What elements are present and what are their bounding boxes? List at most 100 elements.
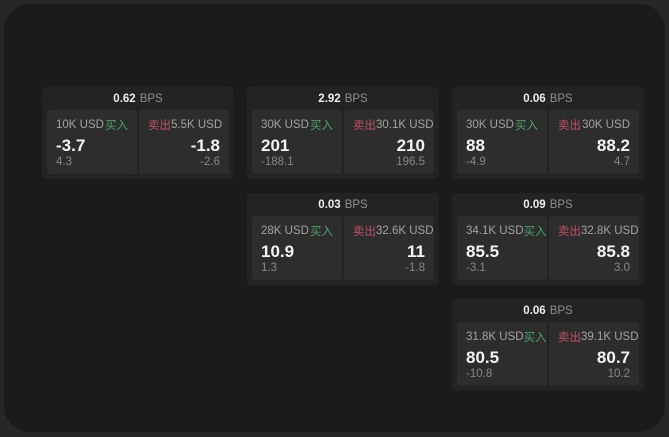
- sell-amount: 39.1K USD: [581, 331, 639, 343]
- sell-tag: 卖出: [148, 120, 171, 132]
- card-header: 0.03 BPS: [247, 193, 439, 216]
- sell-pane-top: 卖出 32.8K USD: [558, 223, 639, 239]
- buy-price: -3.7: [56, 135, 86, 155]
- sell-pane-top: 卖出 32.6K USD: [353, 223, 434, 239]
- sell-pane-top: 卖出 30.1K USD: [353, 117, 434, 133]
- sell-price: 11: [407, 241, 425, 261]
- sell-price: -1.8: [190, 135, 220, 155]
- buy-pane-top: 30K USD 买入: [261, 117, 333, 133]
- card-body: 10K USD 买入 -3.7 4.3 卖出 5.5K USD -1.8 -2.6: [42, 110, 234, 179]
- sell-pane[interactable]: 卖出 39.1K USD 80.7 10.2: [549, 322, 639, 386]
- buy-sub-value: -4.9: [466, 155, 486, 168]
- bps-value: 0.03: [318, 198, 341, 211]
- sell-sub-value: 196.5: [396, 155, 425, 168]
- sell-pane[interactable]: 卖出 30K USD 88.2 4.7: [549, 110, 639, 174]
- card-header: 2.92 BPS: [247, 87, 439, 110]
- buy-amount: 30K USD: [261, 119, 309, 131]
- buy-price: 201: [261, 135, 290, 155]
- sell-pane-top: 卖出 30K USD: [558, 117, 630, 133]
- bps-unit-label: BPS: [344, 92, 368, 105]
- buy-sub-value: 4.3: [56, 155, 72, 168]
- bps-value: 0.06: [523, 304, 546, 317]
- sell-tag: 卖出: [353, 120, 376, 132]
- sell-amount: 32.8K USD: [581, 225, 639, 237]
- buy-pane-top: 31.8K USD 买入: [466, 329, 547, 345]
- buy-amount: 10K USD: [56, 119, 104, 131]
- sell-tag: 卖出: [558, 120, 581, 132]
- buy-pane-top: 34.1K USD 买入: [466, 223, 547, 239]
- app-background: 0.62 BPS 10K USD 买入 -3.7 4.3 卖出 5.5K USD -1.8 -2.…: [4, 4, 665, 432]
- buy-amount: 28K USD: [261, 225, 309, 237]
- bps-value: 0.09: [523, 198, 546, 211]
- sell-sub-value: 4.7: [614, 155, 630, 168]
- card-body: 28K USD 买入 10.9 1.3 卖出 32.6K USD 11 -1.8: [247, 216, 439, 285]
- sell-pane-top: 卖出 39.1K USD: [558, 329, 639, 345]
- sell-amount: 30.1K USD: [376, 119, 434, 131]
- buy-tag: 买入: [523, 226, 547, 238]
- sell-price: 210: [396, 135, 425, 155]
- buy-pane[interactable]: 30K USD 买入 88 -4.9: [457, 110, 547, 174]
- quote-card: 0.03 BPS 28K USD 买入 10.9 1.3 卖出 32.6K USD 11 -1.8: [247, 193, 439, 285]
- bps-value: 0.06: [523, 92, 546, 105]
- card-body: 31.8K USD 买入 80.5 -10.8 卖出 39.1K USD 80.7 10.2: [452, 322, 644, 391]
- buy-sub-value: -3.1: [466, 261, 486, 274]
- buy-tag: 买入: [523, 332, 547, 344]
- buy-pane[interactable]: 10K USD 买入 -3.7 4.3: [47, 110, 137, 174]
- card-body: 34.1K USD 买入 85.5 -3.1 卖出 32.8K USD 85.8 3.0: [452, 216, 644, 285]
- quote-card: 0.62 BPS 10K USD 买入 -3.7 4.3 卖出 5.5K USD -1.8 -2.…: [42, 87, 234, 179]
- buy-pane[interactable]: 34.1K USD 买入 85.5 -3.1: [457, 216, 547, 280]
- sell-price: 80.7: [596, 347, 630, 367]
- buy-pane[interactable]: 30K USD 买入 201 -188.1: [252, 110, 342, 174]
- buy-pane[interactable]: 31.8K USD 买入 80.5 -10.8: [457, 322, 547, 386]
- sell-tag: 卖出: [558, 332, 581, 344]
- bps-unit-label: BPS: [549, 92, 573, 105]
- buy-tag: 买入: [515, 120, 538, 132]
- sell-sub-value: 10.2: [607, 367, 630, 380]
- buy-price: 85.5: [466, 241, 500, 261]
- quote-card: 0.09 BPS 34.1K USD 买入 85.5 -3.1 卖出 32.8K USD 85.…: [452, 193, 644, 285]
- quote-card: 2.92 BPS 30K USD 买入 201 -188.1 卖出 30.1K USD 210 1…: [247, 87, 439, 179]
- bps-value: 0.62: [113, 92, 136, 105]
- sell-pane[interactable]: 卖出 32.8K USD 85.8 3.0: [549, 216, 639, 280]
- buy-sub-value: -188.1: [261, 155, 294, 168]
- quote-card: 0.06 BPS 30K USD 买入 88 -4.9 卖出 30K USD 88.2 4.7: [452, 87, 644, 179]
- buy-sub-value: 1.3: [261, 261, 277, 274]
- sell-sub-value: -1.8: [405, 261, 425, 274]
- sell-pane-top: 卖出 5.5K USD: [148, 117, 223, 133]
- buy-tag: 买入: [310, 120, 333, 132]
- card-header: 0.06 BPS: [452, 87, 644, 110]
- sell-price: 85.8: [596, 241, 630, 261]
- sell-amount: 5.5K USD: [171, 119, 223, 131]
- buy-pane-top: 10K USD 买入: [56, 117, 128, 133]
- buy-amount: 30K USD: [466, 119, 514, 131]
- buy-pane[interactable]: 28K USD 买入 10.9 1.3: [252, 216, 342, 280]
- sell-price: 88.2: [596, 135, 630, 155]
- buy-sub-value: -10.8: [466, 367, 493, 380]
- card-body: 30K USD 买入 201 -188.1 卖出 30.1K USD 210 196.5: [247, 110, 439, 179]
- bps-unit-label: BPS: [549, 198, 573, 211]
- sell-pane[interactable]: 卖出 5.5K USD -1.8 -2.6: [139, 110, 229, 174]
- bps-unit-label: BPS: [139, 92, 163, 105]
- sell-pane[interactable]: 卖出 30.1K USD 210 196.5: [344, 110, 434, 174]
- buy-pane-top: 28K USD 买入: [261, 223, 333, 239]
- card-body: 30K USD 买入 88 -4.9 卖出 30K USD 88.2 4.7: [452, 110, 644, 179]
- quote-card: 0.06 BPS 31.8K USD 买入 80.5 -10.8 卖出 39.1K USD 80…: [452, 299, 644, 391]
- quote-cards-grid: 0.62 BPS 10K USD 买入 -3.7 4.3 卖出 5.5K USD -1.8 -2.…: [42, 87, 644, 391]
- bps-unit-label: BPS: [344, 198, 368, 211]
- buy-pane-top: 30K USD 买入: [466, 117, 538, 133]
- card-header: 0.62 BPS: [42, 87, 234, 110]
- buy-amount: 31.8K USD: [466, 331, 524, 343]
- bps-value: 2.92: [318, 92, 341, 105]
- buy-price: 88: [466, 135, 485, 155]
- sell-amount: 32.6K USD: [376, 225, 434, 237]
- sell-amount: 30K USD: [582, 119, 630, 131]
- buy-price: 80.5: [466, 347, 500, 367]
- buy-amount: 34.1K USD: [466, 225, 524, 237]
- sell-tag: 卖出: [558, 226, 581, 238]
- sell-sub-value: 3.0: [614, 261, 630, 274]
- buy-tag: 买入: [105, 120, 128, 132]
- buy-tag: 买入: [310, 226, 333, 238]
- sell-pane[interactable]: 卖出 32.6K USD 11 -1.8: [344, 216, 434, 280]
- card-header: 0.06 BPS: [452, 299, 644, 322]
- bps-unit-label: BPS: [549, 304, 573, 317]
